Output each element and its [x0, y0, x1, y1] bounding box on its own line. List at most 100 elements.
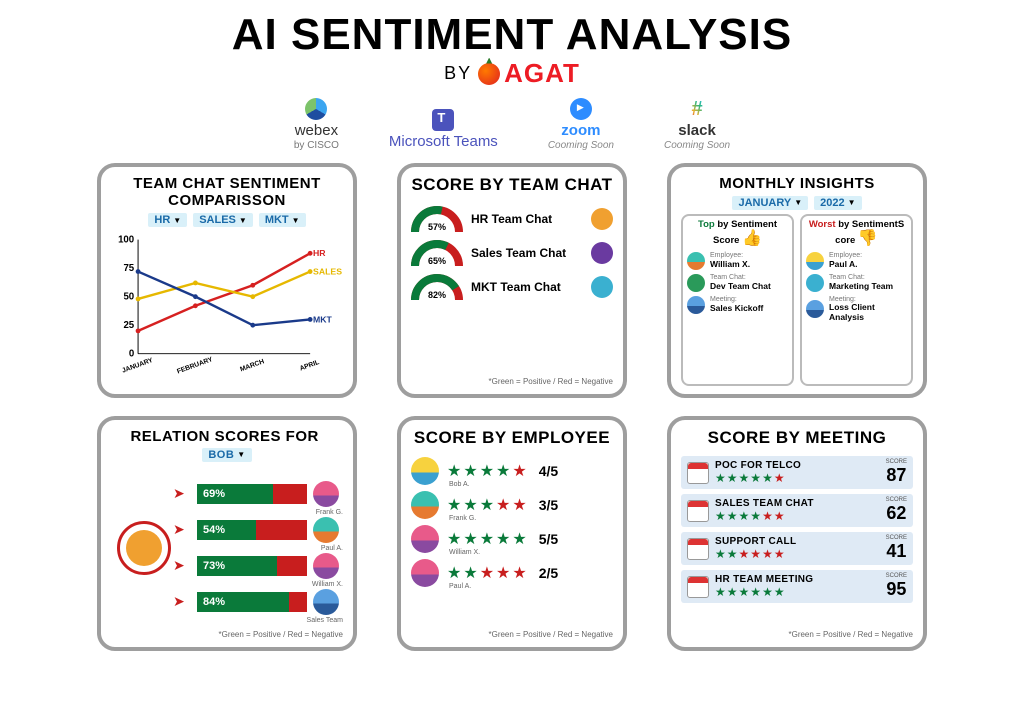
- gauge-label: HR Team Chat: [471, 212, 583, 226]
- meeting-info: POC FOR TELCO ★★★★★★: [715, 460, 880, 485]
- avatar-icon: [687, 274, 705, 292]
- relation-bar-row: ➤ 54% Paul A.: [197, 517, 343, 543]
- avatar-icon: [313, 481, 339, 507]
- arrow-icon: ➤: [173, 593, 185, 610]
- pomegranate-icon: [478, 63, 500, 85]
- worst-column: Worst by SentimentS core 👎Employee:Paul …: [800, 214, 913, 386]
- footnote: *Green = Positive / Red = Negative: [111, 630, 343, 639]
- star-rating: ★★★★★: [447, 563, 527, 583]
- calendar-icon: [687, 576, 709, 598]
- svg-text:25: 25: [123, 320, 134, 331]
- avatar-icon: [313, 553, 339, 579]
- meeting-list: POC FOR TELCO ★★★★★★ SCORE 87 SALES TEAM…: [681, 451, 913, 629]
- svg-text:MARCH: MARCH: [239, 358, 265, 373]
- main-title: AI SENTIMENT ANALYSIS: [0, 10, 1024, 60]
- meeting-score-box: SCORE 95: [886, 573, 907, 600]
- insights-split: Top by Sentiment Score 👍Employee:William…: [681, 214, 913, 386]
- meeting-score-box: SCORE 41: [886, 535, 907, 562]
- relation-name: Paul A.: [321, 545, 343, 552]
- meeting-info: SALES TEAM CHAT ★★★★★★: [715, 498, 880, 523]
- mi-header: Worst by SentimentS core 👎: [806, 220, 907, 248]
- card-title: TEAM CHAT SENTIMENT COMPARISSON: [111, 175, 343, 210]
- calendar-icon: [687, 462, 709, 484]
- star-rating: ★★★★★: [447, 529, 527, 549]
- arrow-icon: ➤: [173, 521, 185, 538]
- employee-list: ★★★★★ 4/5 Bob A. ★★★★★ 3/5 Frank G. ★★★★…: [411, 451, 613, 629]
- platform-slack: slack Cooming Soon: [664, 97, 730, 151]
- relation-bar: 54%: [197, 520, 307, 540]
- subtitle-by: BY: [444, 63, 472, 84]
- svg-text:HR: HR: [313, 248, 326, 258]
- relation-bar-row: ➤ 69% Frank G.: [197, 481, 343, 507]
- footnote: *Green = Positive / Red = Negative: [411, 630, 613, 639]
- month-dropdown[interactable]: JANUARY▼: [732, 196, 808, 210]
- employee-score: 4/5: [539, 463, 558, 479]
- card-score-meeting: SCORE BY MEETING POC FOR TELCO ★★★★★★ SC…: [667, 416, 927, 651]
- insight-item: Employee:William X.: [687, 252, 788, 270]
- footnote: *Green = Positive / Red = Negative: [411, 377, 613, 386]
- relation-center-avatar: [117, 521, 171, 575]
- meeting-row: SALES TEAM CHAT ★★★★★★ SCORE 62: [681, 494, 913, 527]
- platforms-row: webex by CISCO Microsoft Teams zoom Coom…: [0, 97, 1024, 151]
- avatar-icon: [411, 491, 439, 519]
- relation-name: Sales Team: [307, 617, 343, 624]
- card-line-chart: TEAM CHAT SENTIMENT COMPARISSON HR▼ SALES…: [97, 163, 357, 398]
- top-column: Top by Sentiment Score 👍Employee:William…: [681, 214, 794, 386]
- filter-row: HR▼ SALES▼ MKT▼: [111, 213, 343, 227]
- svg-text:0: 0: [129, 349, 134, 360]
- platform-name: slack: [664, 123, 730, 140]
- relation-bar-row: ➤ 73% William X.: [197, 553, 343, 579]
- meeting-row: SUPPORT CALL ★★★★★★ SCORE 41: [681, 532, 913, 565]
- relation-bar: 73%: [197, 556, 307, 576]
- relation-bar: 69%: [197, 484, 307, 504]
- gauge-list: 57% HR Team Chat 65% Sales Team Chat 82%…: [411, 198, 613, 376]
- filter-mkt[interactable]: MKT▼: [259, 213, 306, 227]
- employee-score: 5/5: [539, 531, 558, 547]
- svg-text:100: 100: [118, 235, 134, 246]
- meeting-info: SUPPORT CALL ★★★★★★: [715, 536, 880, 561]
- zoom-icon: [570, 98, 592, 120]
- platform-zoom: zoom Cooming Soon: [548, 97, 614, 151]
- platform-name: zoom: [548, 123, 614, 140]
- agat-logo: AGAT: [478, 58, 580, 89]
- line-chart: 0255075100JANUARYFEBRUARYMARCHAPRILHRSAL…: [111, 231, 343, 386]
- meeting-row: POC FOR TELCO ★★★★★★ SCORE 87: [681, 456, 913, 489]
- card-relation-scores: RELATION SCORES FOR BOB▼ ➤ 69% Frank G.➤…: [97, 416, 357, 651]
- gauge-label: Sales Team Chat: [471, 246, 583, 260]
- card-score-team: SCORE BY TEAM CHAT 57% HR Team Chat 65% …: [397, 163, 627, 398]
- platform-webex: webex by CISCO: [294, 97, 339, 151]
- svg-text:JANUARY: JANUARY: [121, 357, 154, 375]
- card-title: MONTHLY INSIGHTS: [681, 175, 913, 192]
- year-dropdown[interactable]: 2022▼: [814, 196, 861, 210]
- employee-row: ★★★★★ 2/5 Paul A.: [411, 559, 613, 587]
- avatar-icon: [687, 296, 705, 314]
- avatar-icon: [411, 559, 439, 587]
- star-rating: ★★★★★: [447, 495, 527, 515]
- gauge-row: 82% MKT Team Chat: [411, 274, 613, 300]
- svg-text:FEBRUARY: FEBRUARY: [176, 356, 214, 375]
- brand-text: AGAT: [504, 58, 580, 89]
- card-title: SCORE BY MEETING: [681, 428, 913, 448]
- filter-hr[interactable]: HR▼: [148, 213, 187, 227]
- insight-item: Team Chat:Dev Team Chat: [687, 274, 788, 292]
- calendar-icon: [687, 538, 709, 560]
- team-chip-icon: [591, 276, 613, 298]
- footnote: *Green = Positive / Red = Negative: [681, 630, 913, 639]
- card-title: SCORE BY TEAM CHAT: [411, 175, 613, 195]
- calendar-icon: [687, 500, 709, 522]
- gauge-row: 57% HR Team Chat: [411, 206, 613, 232]
- gauge-icon: 82%: [411, 274, 463, 300]
- filter-sales[interactable]: SALES▼: [193, 213, 253, 227]
- cards-grid: TEAM CHAT SENTIMENT COMPARISSON HR▼ SALES…: [0, 163, 1024, 651]
- insight-item: Team Chat:Marketing Team: [806, 274, 907, 292]
- gauge-icon: 57%: [411, 206, 463, 232]
- employee-name: William X.: [449, 549, 480, 556]
- svg-text:APRIL: APRIL: [299, 359, 320, 373]
- employee-row: ★★★★★ 4/5 Bob A.: [411, 457, 613, 485]
- coming-soon-label: Cooming Soon: [548, 140, 614, 151]
- card-title: SCORE BY EMPLOYEE: [411, 428, 613, 448]
- avatar-icon: [313, 589, 339, 615]
- subject-dropdown[interactable]: BOB▼: [202, 448, 251, 463]
- meeting-row: HR TEAM MEETING ★★★★★★ SCORE 95: [681, 570, 913, 603]
- platform-teams: Microsoft Teams: [389, 108, 498, 151]
